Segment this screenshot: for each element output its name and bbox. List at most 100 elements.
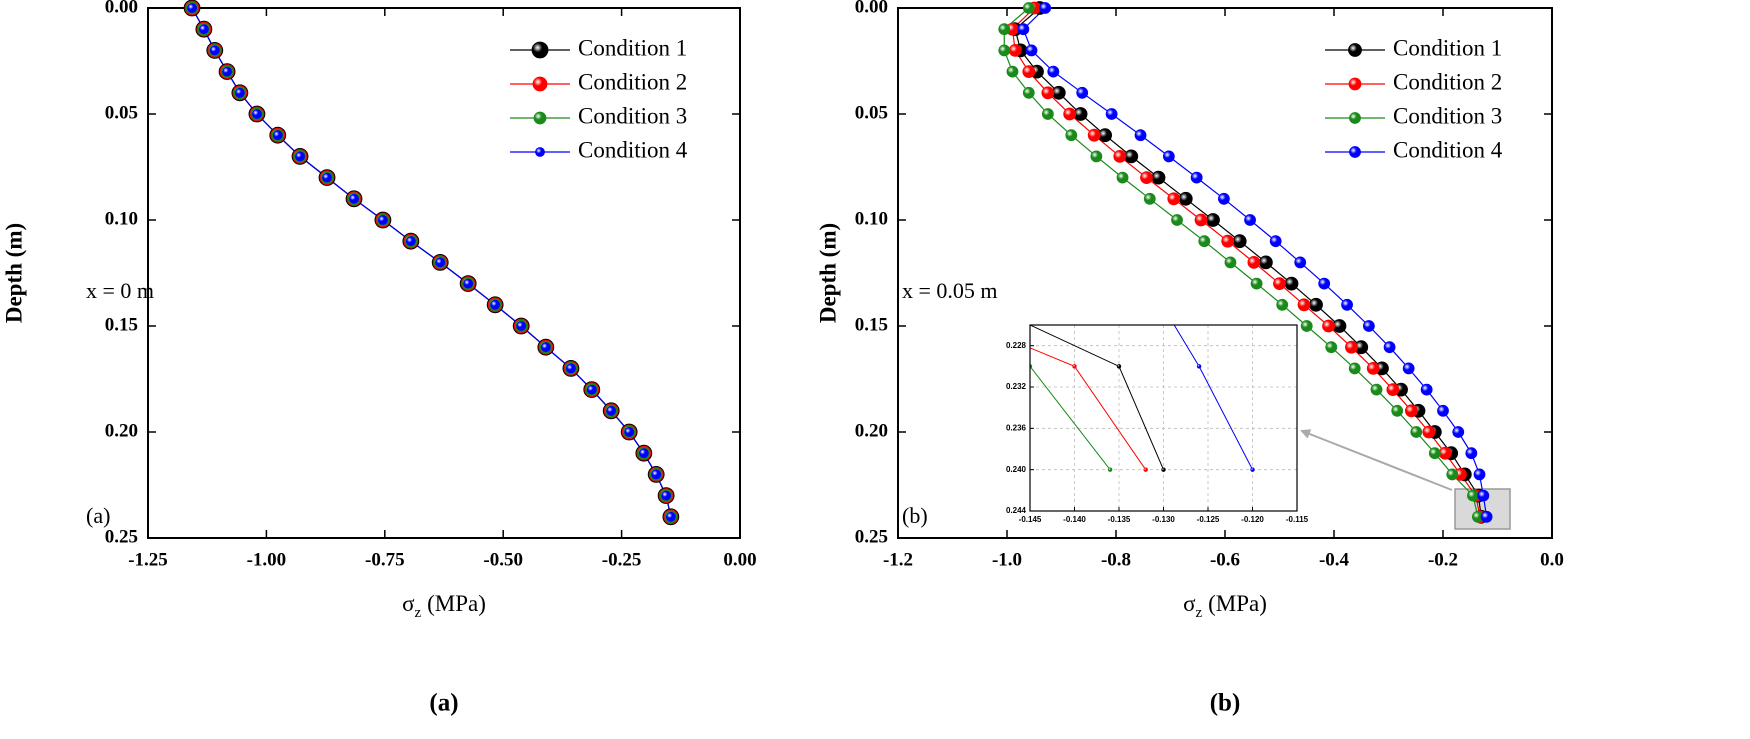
series-marker [1383,341,1396,354]
series-marker [1386,383,1400,397]
series-marker [1194,213,1208,227]
series-marker [1438,446,1452,460]
series-marker [1322,319,1335,333]
series-marker [349,193,359,204]
legend-label: Condition 1 [578,35,687,60]
series-marker [1284,276,1299,291]
series-marker [1391,404,1404,417]
series-marker [222,66,232,77]
inset-y-tick-label: 0.244 [1006,506,1027,515]
x-tick-label: -0.50 [483,549,523,570]
series-marker [1134,129,1147,142]
x-tick-label: -1.00 [247,549,287,570]
series-marker [1143,192,1156,205]
panel-label: (b) [902,503,928,528]
series-marker [1325,341,1338,354]
series-marker [252,109,262,119]
inset-series-line [1030,365,1111,470]
series-marker [638,448,649,459]
x-axis-unit: (MPa) [427,591,486,616]
y-tick-label: 0.00 [855,0,888,17]
y-tick-label: 0.15 [855,314,888,335]
y-tick-label: 0.10 [105,208,138,229]
x-tick-label: -0.2 [1428,549,1458,570]
inset-marker [1143,467,1148,472]
series-marker [1105,108,1118,120]
plot-frame [897,7,1553,539]
legend-marker [533,111,547,125]
y-tick-label: 0.25 [105,526,138,547]
x-tick-label: -1.25 [128,549,168,570]
series-marker [1437,404,1449,417]
legend-label: Condition 4 [1393,137,1503,162]
series-marker [1218,192,1230,205]
series-marker [1039,2,1052,14]
series-marker [661,490,672,501]
series-marker [1428,447,1441,460]
inset-marker [1161,467,1166,472]
inset-x-tick-label: -0.145 [1019,515,1042,524]
series-marker [586,384,597,395]
series-marker [405,236,416,247]
series-marker [1247,255,1261,269]
series-marker [1178,191,1193,206]
series-marker [1446,468,1459,481]
series-marker [1309,297,1323,312]
series-marker [1422,425,1436,439]
series-marker [1276,298,1289,311]
series-marker [1232,234,1247,249]
annotation: x = 0 m [86,278,154,303]
x-tick-label: 0.0 [1540,549,1564,570]
series-marker [322,172,332,183]
series-marker [1041,108,1054,120]
series-marker [1244,214,1256,226]
series-marker [1370,383,1383,396]
x-axis-unit: (MPa) [1208,591,1267,616]
inset-marker [1116,364,1122,369]
series-marker [998,23,1011,36]
series-marker [1294,256,1307,269]
inset-frame [1029,324,1298,512]
series-marker [1065,129,1078,142]
caption: (a) [429,690,458,717]
series-marker [1480,510,1493,523]
series-marker [1190,171,1203,184]
plot-frame [147,7,741,539]
series-marker [1198,235,1211,248]
x-tick-label: -1.0 [992,549,1022,570]
series-marker [1017,23,1030,36]
series-marker [1420,383,1433,396]
caption: (b) [1210,690,1241,717]
series-marker [1318,277,1331,290]
series-marker [1452,426,1465,438]
series-marker [651,469,662,480]
x-tick-label: 0.00 [723,549,756,570]
x-axis-symbol: σ [1183,591,1196,616]
inset-y-tick-label: 0.236 [1006,423,1027,432]
legend-label: Condition 1 [1393,35,1502,60]
series-marker [1162,150,1175,163]
series-marker [1076,86,1089,99]
inset-x-tick-label: -0.115 [1286,515,1309,524]
series-marker [198,24,209,35]
series-marker [1022,2,1035,14]
inset-y-tick-label: 0.232 [1006,382,1027,391]
series-marker [1171,214,1183,226]
x-axis-symbol: σ [402,591,415,616]
series-marker [187,3,197,13]
legend-label: Condition 2 [1393,69,1502,94]
series-marker [1008,44,1022,57]
inset-series-line [1030,347,1147,470]
series-marker [1473,468,1486,481]
legend-label: Condition 3 [578,103,687,128]
series-marker [1006,65,1019,78]
y-tick-label: 0.20 [105,420,138,441]
x-axis-label: σz (MPa) [402,591,486,621]
legend-label: Condition 2 [578,69,687,94]
series-marker [1297,298,1311,312]
series-marker [1124,149,1139,164]
inset-x-tick-label: -0.120 [1241,515,1264,524]
y-tick-label: 0.15 [105,314,138,335]
series-marker [1404,404,1418,418]
series-marker [1341,298,1353,311]
